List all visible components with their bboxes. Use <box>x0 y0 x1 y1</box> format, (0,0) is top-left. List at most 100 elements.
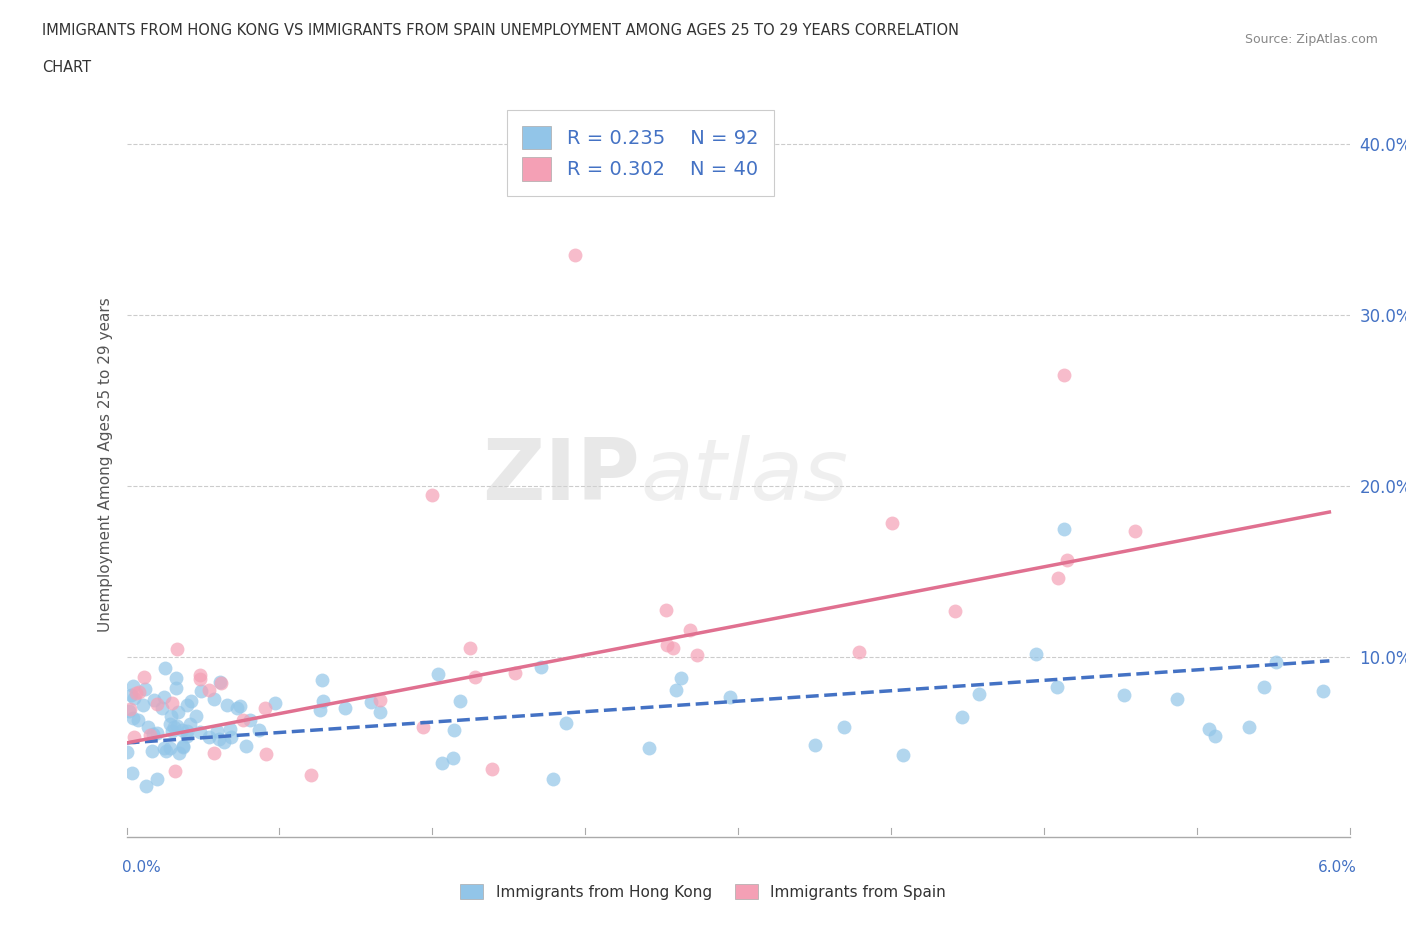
Point <box>1053 522 1076 537</box>
Point <box>184 709 207 724</box>
Point <box>167 705 190 720</box>
Point <box>124 729 146 744</box>
Point <box>197 730 219 745</box>
Point <box>121 711 143 725</box>
Point <box>529 659 551 674</box>
Point <box>1053 367 1076 382</box>
Point <box>943 604 966 618</box>
Point <box>159 717 181 732</box>
Point <box>368 704 391 719</box>
Point <box>221 729 243 744</box>
Text: atlas: atlas <box>640 434 848 518</box>
Point <box>150 700 173 715</box>
Point <box>1056 553 1078 568</box>
Point <box>891 748 914 763</box>
Point <box>134 682 156 697</box>
Point <box>153 740 176 755</box>
Point <box>153 660 176 675</box>
Point <box>239 712 262 727</box>
Point <box>229 698 252 713</box>
Point <box>254 747 277 762</box>
Point <box>145 697 167 711</box>
Y-axis label: Unemployment Among Ages 25 to 29 years: Unemployment Among Ages 25 to 29 years <box>97 298 112 632</box>
Text: Source: ZipAtlas.com: Source: ZipAtlas.com <box>1244 33 1378 46</box>
Point <box>880 515 903 530</box>
Point <box>145 725 167 740</box>
Point <box>449 693 471 708</box>
Point <box>169 746 191 761</box>
Point <box>1198 721 1220 736</box>
Point <box>128 684 150 699</box>
Text: ZIP: ZIP <box>482 434 640 518</box>
Point <box>152 689 174 704</box>
Point <box>541 771 564 786</box>
Point <box>188 667 211 682</box>
Point <box>122 678 145 693</box>
Point <box>159 741 181 756</box>
Point <box>170 723 193 737</box>
Point <box>655 603 678 618</box>
Point <box>299 768 322 783</box>
Point <box>1025 646 1047 661</box>
Point <box>179 716 201 731</box>
Point <box>180 694 202 709</box>
Point <box>679 622 702 637</box>
Point <box>848 644 870 659</box>
Point <box>1253 679 1275 694</box>
Point <box>162 720 184 735</box>
Point <box>176 724 198 738</box>
Point <box>166 641 188 656</box>
Point <box>311 673 333 688</box>
Point <box>264 696 287 711</box>
Point <box>1046 570 1069 585</box>
Point <box>135 779 157 794</box>
Point <box>804 737 827 752</box>
Point <box>555 716 578 731</box>
Point <box>311 694 333 709</box>
Text: CHART: CHART <box>42 60 91 75</box>
Point <box>832 720 855 735</box>
Point <box>124 685 146 700</box>
Point <box>1046 680 1069 695</box>
Point <box>247 723 270 737</box>
Point <box>564 248 586 263</box>
Point <box>368 693 391 708</box>
Point <box>141 743 163 758</box>
Point <box>217 698 239 712</box>
Text: 6.0%: 6.0% <box>1317 860 1357 875</box>
Point <box>430 756 453 771</box>
Point <box>160 724 183 738</box>
Point <box>190 671 212 686</box>
Point <box>138 728 160 743</box>
Point <box>655 637 678 652</box>
Point <box>225 700 247 715</box>
Point <box>208 732 231 747</box>
Point <box>443 723 465 737</box>
Point <box>219 722 242 737</box>
Point <box>503 666 526 681</box>
Point <box>176 698 198 712</box>
Point <box>1166 692 1188 707</box>
Point <box>209 675 232 690</box>
Point <box>718 690 741 705</box>
Point <box>142 727 165 742</box>
Point <box>202 746 225 761</box>
Point <box>124 690 146 705</box>
Point <box>132 698 155 712</box>
Point <box>638 740 661 755</box>
Point <box>121 765 143 780</box>
Point <box>205 724 228 738</box>
Point <box>422 487 444 502</box>
Point <box>160 709 183 724</box>
Point <box>118 701 141 716</box>
Point <box>120 687 142 702</box>
Point <box>1265 655 1288 670</box>
Point <box>503 145 526 160</box>
Legend: R = 0.235    N = 92, R = 0.302    N = 40: R = 0.235 N = 92, R = 0.302 N = 40 <box>506 110 773 196</box>
Point <box>132 670 155 684</box>
Point <box>166 719 188 734</box>
Point <box>127 712 149 727</box>
Point <box>1312 684 1334 698</box>
Point <box>165 671 187 685</box>
Point <box>662 640 685 655</box>
